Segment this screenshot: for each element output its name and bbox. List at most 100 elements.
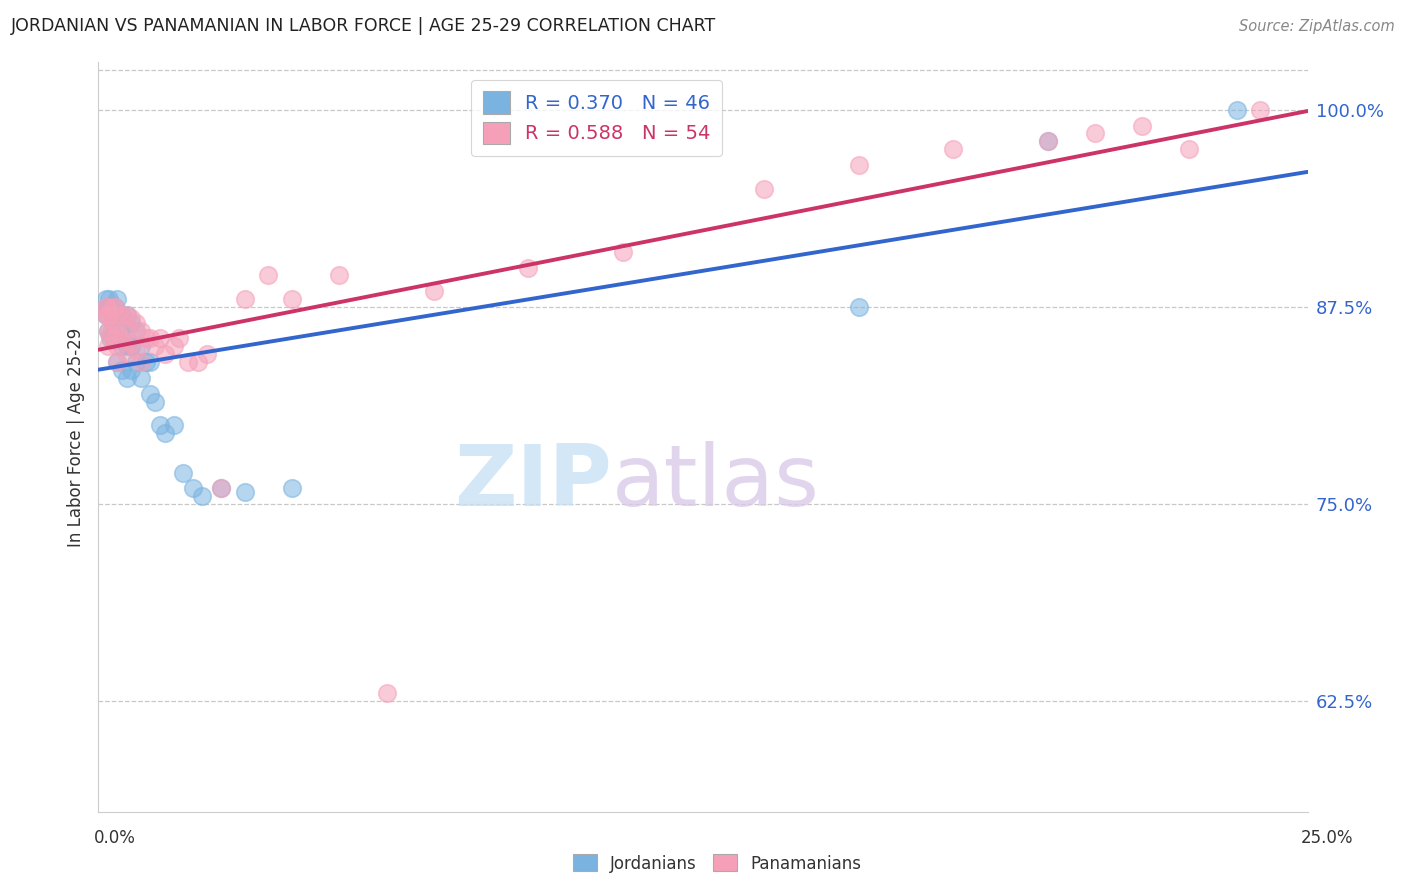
- Point: [96, 300, 118, 314]
- Point: [1249, 103, 1271, 117]
- Point: [97, 324, 120, 338]
- Point: [1036, 134, 1059, 148]
- Point: [121, 316, 143, 330]
- Point: [97, 292, 120, 306]
- Point: [167, 331, 190, 345]
- Point: [129, 355, 152, 369]
- Text: atlas: atlas: [613, 441, 820, 524]
- Point: [848, 300, 870, 314]
- Point: [143, 394, 166, 409]
- Point: [139, 355, 162, 369]
- Point: [233, 484, 256, 499]
- Point: [105, 324, 128, 338]
- Point: [98, 300, 121, 314]
- Point: [121, 336, 143, 351]
- Text: JORDANIAN VS PANAMANIAN IN LABOR FORCE | AGE 25-29 CORRELATION CHART: JORDANIAN VS PANAMANIAN IN LABOR FORCE |…: [11, 17, 717, 35]
- Point: [105, 331, 128, 345]
- Point: [172, 466, 194, 480]
- Point: [612, 244, 634, 259]
- Point: [1084, 127, 1107, 141]
- Point: [257, 268, 280, 283]
- Point: [423, 284, 446, 298]
- Point: [111, 308, 134, 322]
- Point: [101, 316, 124, 330]
- Point: [125, 343, 148, 357]
- Point: [101, 316, 124, 330]
- Point: [111, 363, 134, 377]
- Text: 0.0%: 0.0%: [94, 829, 136, 847]
- Legend: R = 0.370   N = 46, R = 0.588   N = 54: R = 0.370 N = 46, R = 0.588 N = 54: [471, 79, 723, 156]
- Point: [97, 308, 120, 322]
- Point: [135, 331, 157, 345]
- Point: [1036, 134, 1059, 148]
- Point: [754, 181, 776, 195]
- Point: [177, 355, 200, 369]
- Point: [121, 363, 143, 377]
- Point: [96, 300, 118, 314]
- Point: [104, 300, 127, 314]
- Point: [181, 481, 204, 495]
- Point: [121, 339, 143, 353]
- Point: [517, 260, 540, 275]
- Text: ZIP: ZIP: [454, 441, 613, 524]
- Point: [1178, 142, 1201, 156]
- Point: [191, 489, 214, 503]
- Point: [104, 300, 127, 314]
- Point: [143, 339, 166, 353]
- Point: [108, 324, 131, 338]
- Point: [101, 331, 124, 345]
- Point: [101, 331, 124, 345]
- Point: [115, 308, 138, 322]
- Point: [111, 331, 134, 345]
- Point: [153, 347, 176, 361]
- Point: [111, 308, 134, 322]
- Point: [115, 347, 138, 361]
- Point: [105, 339, 128, 353]
- Point: [129, 324, 152, 338]
- Point: [105, 292, 128, 306]
- Y-axis label: In Labor Force | Age 25-29: In Labor Force | Age 25-29: [66, 327, 84, 547]
- Legend: Jordanians, Panamanians: Jordanians, Panamanians: [567, 847, 868, 880]
- Text: 25.0%: 25.0%: [1301, 829, 1354, 847]
- Point: [209, 481, 232, 495]
- Text: Source: ZipAtlas.com: Source: ZipAtlas.com: [1239, 20, 1395, 34]
- Point: [115, 339, 138, 353]
- Point: [111, 339, 134, 353]
- Point: [163, 339, 186, 353]
- Point: [942, 142, 965, 156]
- Point: [105, 308, 128, 322]
- Point: [328, 268, 350, 283]
- Point: [375, 686, 398, 700]
- Point: [98, 326, 121, 341]
- Point: [115, 308, 138, 322]
- Point: [281, 481, 304, 495]
- Point: [1226, 103, 1249, 117]
- Point: [105, 308, 128, 322]
- Point: [125, 355, 148, 369]
- Point: [153, 426, 176, 441]
- Point: [94, 292, 117, 306]
- Point: [97, 300, 120, 314]
- Point: [139, 331, 162, 345]
- Point: [101, 308, 124, 322]
- Point: [149, 331, 172, 345]
- Point: [97, 339, 120, 353]
- Point: [848, 158, 870, 172]
- Point: [105, 355, 128, 369]
- Point: [129, 339, 152, 353]
- Point: [233, 292, 256, 306]
- Point: [94, 308, 117, 322]
- Point: [125, 324, 148, 338]
- Point: [209, 481, 232, 495]
- Point: [115, 371, 138, 385]
- Point: [121, 310, 143, 325]
- Point: [94, 300, 117, 314]
- Point: [281, 292, 304, 306]
- Point: [149, 418, 172, 433]
- Point: [187, 355, 209, 369]
- Point: [105, 355, 128, 369]
- Point: [163, 418, 186, 433]
- Point: [195, 347, 218, 361]
- Point: [97, 324, 120, 338]
- Point: [115, 324, 138, 338]
